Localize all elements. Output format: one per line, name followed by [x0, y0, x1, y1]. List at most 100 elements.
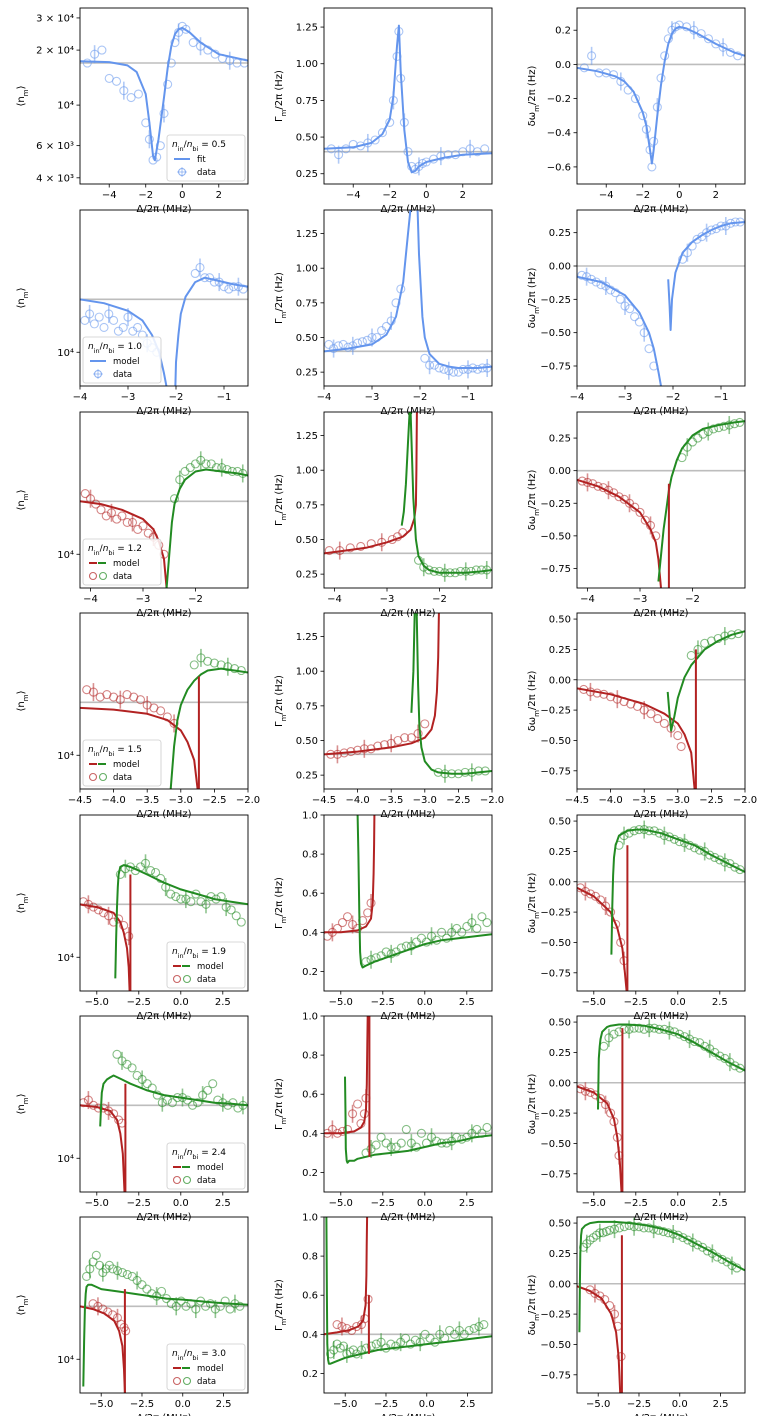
y-tick-label: 0.25 [296, 368, 318, 379]
y-axis-label: Γm/2π (Hz) [274, 272, 288, 324]
data-point [437, 927, 447, 937]
data-point [114, 914, 124, 924]
data-point [119, 86, 129, 96]
model-curve [80, 903, 131, 991]
data-point [337, 1321, 347, 1332]
model-curve [416, 210, 492, 369]
data-markers [82, 21, 248, 165]
x-tick-label: −4 [73, 392, 88, 403]
x-tick-label: −5.0 [582, 997, 606, 1008]
y-axis-label-sub: m [533, 912, 541, 919]
model-curve [324, 210, 412, 353]
y-axis-label-part: Γ [274, 1325, 285, 1331]
x-tick-label: −3 [121, 392, 136, 403]
plot-area [577, 627, 745, 789]
x-axis-label: Δ/2π (MHz) [137, 809, 192, 820]
y-axis-label-part: Γ [274, 520, 285, 526]
y-tick-label: 0.50 [549, 1219, 571, 1230]
data-point [193, 1098, 203, 1108]
model-curve [577, 478, 662, 588]
y-axis-label: ⟨nm⟩ [16, 892, 30, 913]
model-curve [578, 1220, 745, 1333]
data-point [142, 1284, 152, 1294]
model-lines [324, 210, 492, 369]
legend-box [82, 336, 162, 384]
legend-marker-swatch [182, 1175, 192, 1185]
legend-title-sub: bi [192, 952, 198, 960]
y-axis-label-sub: m [280, 513, 288, 520]
data-point [205, 1299, 216, 1309]
legend-title-sub: in [94, 347, 100, 355]
x-tick-label: 2.5 [712, 997, 728, 1008]
data-series [82, 21, 248, 165]
x-tick-label: −2.5 [130, 1399, 154, 1410]
data-point [401, 1124, 411, 1134]
y-axis-label: δωm/2π (Hz) [527, 469, 541, 530]
plot-area [324, 1217, 492, 1365]
y-tick-label: −0.75 [540, 968, 571, 979]
data-point [406, 733, 416, 743]
y-tick-label: 0.50 [296, 736, 318, 747]
y-axis-label-part: /2π (Hz) [274, 474, 285, 514]
y-tick-label: −0.2 [547, 94, 571, 105]
legend-entry-marker: data [113, 773, 132, 783]
data-point [80, 1098, 88, 1108]
data-point [472, 923, 482, 933]
y-tick-label: 0.50 [296, 133, 318, 144]
data-point [115, 695, 125, 705]
y-axis-label: ⟨nm⟩ [16, 1294, 30, 1315]
data-markers [577, 416, 745, 541]
y-axis-label-part: /2π (Hz) [527, 65, 538, 105]
x-tick-label: −4 [83, 594, 98, 605]
data-point [337, 918, 348, 928]
y-axis-label-part: ⟨n [16, 96, 27, 106]
x-tick-label: −5.0 [329, 997, 353, 1008]
y-tick-label: 10⁴ [57, 953, 74, 964]
data-point [82, 58, 92, 68]
model-lines [577, 828, 745, 991]
y-axis-label-part: Γ [274, 116, 285, 122]
model-curve [324, 1217, 369, 1336]
data-series [326, 26, 490, 176]
data-point [171, 1301, 181, 1311]
data-point [196, 897, 206, 907]
data-point [703, 34, 714, 44]
data-point [226, 905, 236, 915]
x-tick-label: 0.0 [419, 1399, 435, 1410]
data-point [181, 24, 191, 34]
data-point [230, 664, 240, 674]
data-point [232, 466, 243, 477]
data-point [719, 421, 729, 431]
model-lines [324, 412, 492, 574]
x-tick-label: −2 [169, 392, 184, 403]
data-point [473, 364, 483, 374]
data-point [733, 51, 743, 61]
panel-r1c3: −4 −2 0 2 −0.6 −0.4 −0.2 0.0 0.2 Δ/2π (MHz) δωm/2π… [527, 7, 746, 215]
data-point [353, 1099, 363, 1109]
y-tick-label: 1.25 [296, 431, 318, 442]
data-point [676, 741, 686, 752]
y-tick-label: −0.75 [540, 1370, 571, 1381]
data-point [673, 1230, 683, 1240]
model-lines [577, 420, 745, 588]
y-tick-label: 10⁴ [57, 348, 74, 359]
data-point [224, 284, 234, 294]
legend-box [82, 538, 162, 586]
y-tick-label: 0.4 [302, 1129, 318, 1140]
y-axis-label-sub: m [22, 896, 30, 903]
data-point [332, 1320, 342, 1330]
data-markers [324, 284, 492, 380]
legend-marker-swatch [98, 571, 108, 581]
y-axis-label: δωm/2π (Hz) [527, 1274, 541, 1335]
y-tick-label: 4 × 10³ [36, 173, 74, 184]
x-tick-label: −2.5 [127, 1198, 151, 1209]
data-point [593, 481, 603, 491]
data-point [692, 234, 702, 244]
legend-title-n: n [88, 342, 94, 352]
data-point [106, 508, 117, 518]
axes-frame [323, 7, 493, 185]
